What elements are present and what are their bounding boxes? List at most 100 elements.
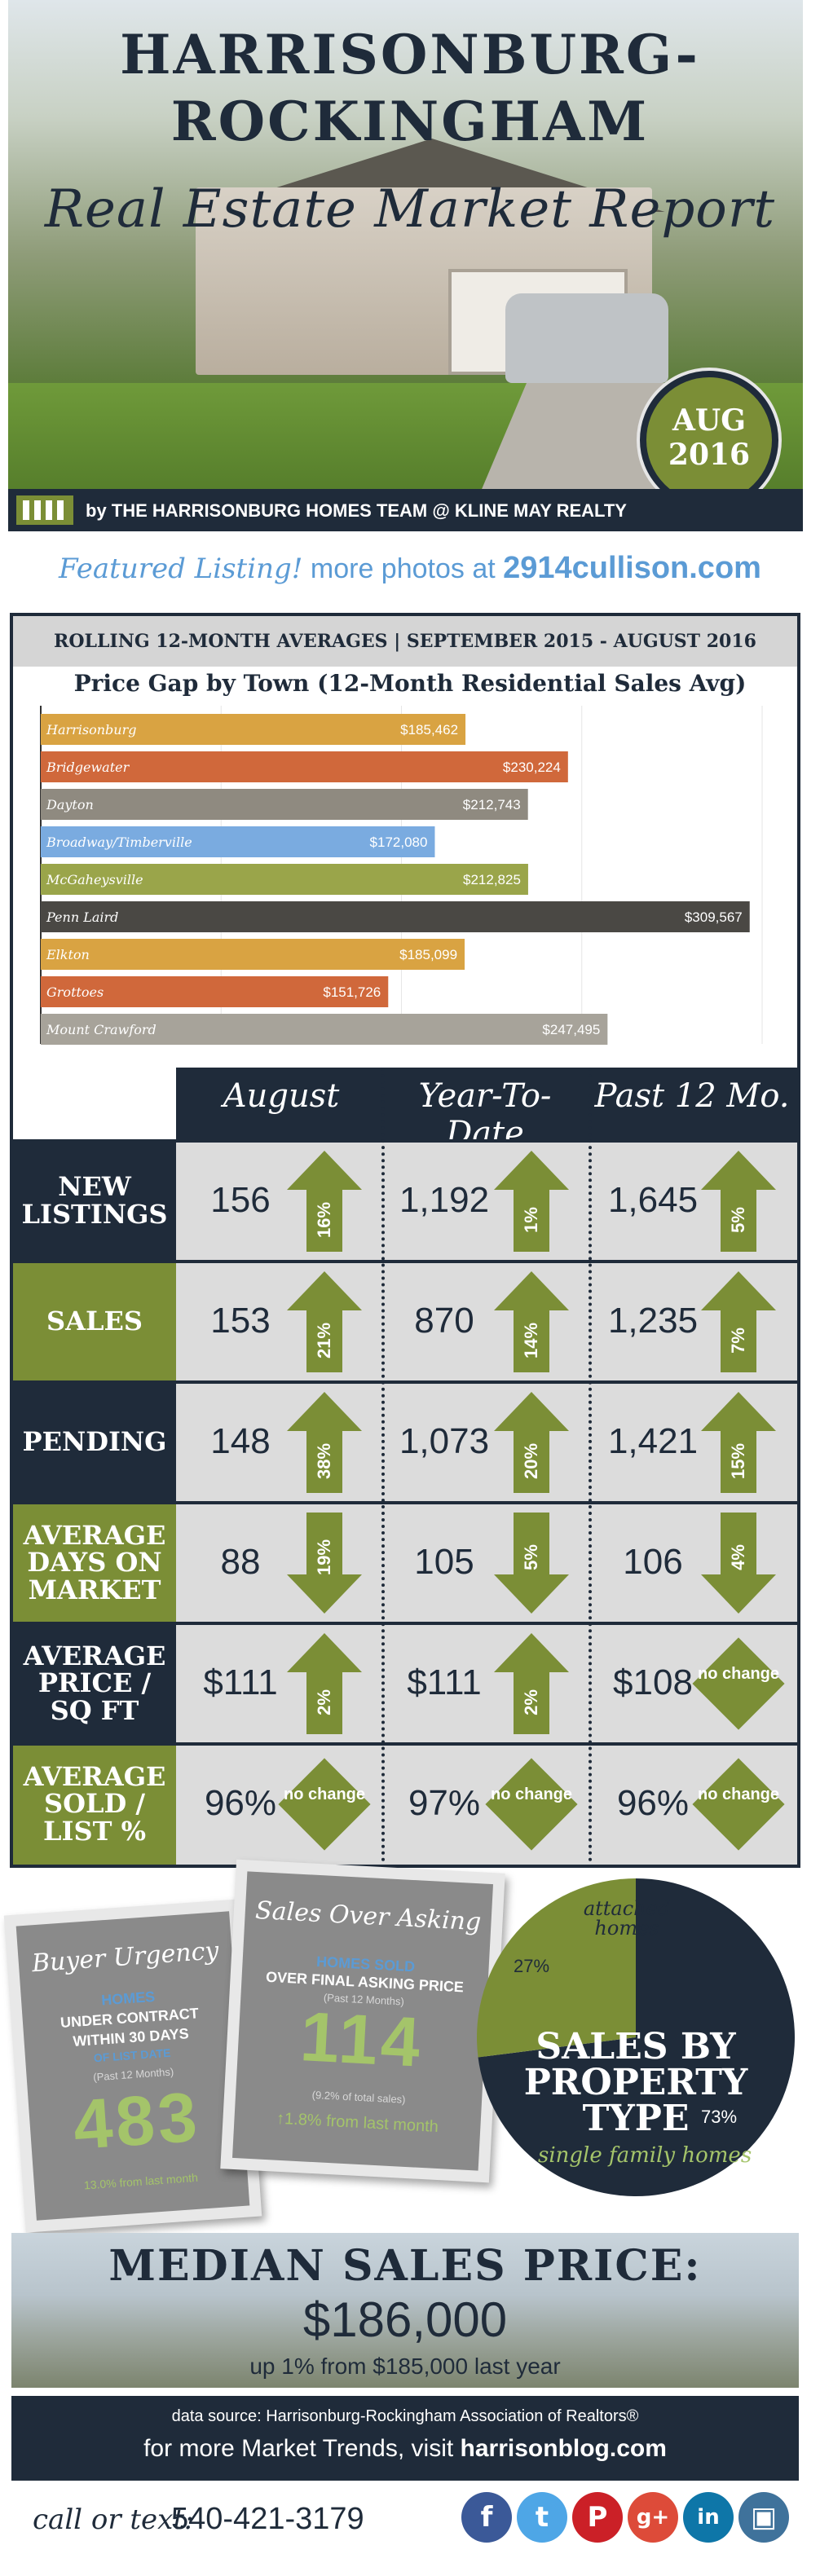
bar-value-label: $185,099 [399, 947, 457, 962]
stat-value: 105 [414, 1542, 474, 1582]
stat-value: $108 [613, 1662, 693, 1702]
bar-label: McGaheysville [46, 872, 143, 887]
pinterest-icon[interactable]: P [572, 2492, 623, 2543]
buyer-urgency-card: Buyer Urgency HOMES UNDER CONTRACT WITHI… [3, 1899, 262, 2233]
median-banner [11, 2233, 799, 2388]
arrow-down-icon [494, 1513, 569, 1614]
col-past12: Past 12 Mo. [594, 1077, 790, 1115]
bar-label: Dayton [46, 797, 94, 812]
facebook-icon[interactable]: f [461, 2492, 512, 2543]
stat-value: 96% [204, 1783, 277, 1823]
byline-text: by THE HARRISONBURG HOMES TEAM @ KLINE M… [86, 500, 627, 521]
featured-middle: more photos at [310, 553, 496, 584]
change-label: 15% [728, 1442, 748, 1480]
pie-slice-attached [477, 1878, 636, 2058]
bar-label: Elkton [46, 947, 90, 962]
row-separator [13, 1260, 797, 1263]
row-separator [13, 1742, 797, 1746]
change-label: 21% [314, 1322, 334, 1359]
change-label: 20% [521, 1442, 541, 1480]
stat-value: 96% [616, 1783, 690, 1823]
bar-mcgaheysville [41, 864, 528, 895]
single-pct: 73% [701, 2107, 738, 2127]
bar-elkton [41, 939, 465, 970]
bar-value-label: $247,495 [542, 1022, 600, 1037]
change-label: 16% [314, 1201, 334, 1239]
change-label: no change [697, 1786, 779, 1803]
row-separator [13, 1501, 797, 1504]
linkedin-icon[interactable]: in [683, 2492, 734, 2543]
bar-mount-crawford [41, 1014, 608, 1045]
change-label: no change [697, 1665, 779, 1683]
stat-value: 153 [210, 1301, 271, 1341]
featured-listing[interactable]: Featured Listing! more photos at 2914cul… [0, 551, 820, 586]
stat-value: 1,421 [607, 1421, 699, 1461]
bar-value-label: $309,567 [685, 909, 743, 925]
arrow-down-icon [287, 1513, 362, 1614]
data-source: data source: Harrisonburg-Rockingham Ass… [171, 2407, 639, 2425]
hero-photo [8, 0, 803, 530]
change-label: no change [283, 1786, 365, 1803]
pie-slice-single-family [478, 1878, 795, 2196]
stat-value: 1,235 [607, 1301, 699, 1341]
stat-value: 97% [408, 1783, 481, 1823]
change-label: 19% [314, 1539, 334, 1576]
price-gap-chart: Harrisonburg $185,462 Bridgewater $230,224 D… [40, 706, 763, 1045]
fence-logo-icon [16, 495, 73, 525]
arrow-up-icon [701, 1392, 776, 1493]
bar-grottoes [41, 976, 389, 1007]
phone-number[interactable]: 540-421-3179 [171, 2502, 364, 2536]
title-line-2: ROCKINGHAM [170, 90, 650, 153]
arrow-up-icon [494, 1271, 569, 1372]
buyer-urgency-title: Buyer Urgency [30, 1936, 220, 1979]
bar-harrisonburg [41, 714, 466, 745]
single-label: single family homes [538, 2143, 752, 2168]
arrow-up-icon [494, 1633, 569, 1734]
row-background [176, 1141, 797, 1262]
change-label: 5% [728, 1207, 748, 1233]
bar-penn-laird [41, 901, 750, 932]
badge-month: AUG [672, 403, 747, 438]
column-divider [589, 1068, 592, 1862]
chart-title: Price Gap by Town (12-Month Residential … [73, 670, 747, 697]
title-line-1: HARRISONBURG- [120, 23, 700, 86]
property-type-pie [477, 1878, 795, 2196]
stat-value: 1,192 [399, 1180, 490, 1220]
bar-dayton [41, 789, 528, 820]
bar-label: Grottoes [46, 984, 104, 1000]
row-background [176, 1262, 797, 1382]
call-label: call or text: [33, 2503, 194, 2536]
stat-value: $111 [407, 1662, 482, 1702]
bar-bridgewater [41, 751, 568, 782]
buyer-urgency-foot: 13.0% from last month [83, 2170, 199, 2192]
row-background [176, 1503, 797, 1623]
attached-pct: 27% [514, 1956, 550, 1976]
row-separator [13, 1380, 797, 1384]
bar-value-label: $212,825 [463, 872, 521, 887]
col-ytd: Year-To-Date [418, 1077, 552, 1152]
twitter-icon[interactable]: t [517, 2492, 567, 2543]
googleplus-icon[interactable]: g+ [628, 2492, 678, 2543]
row-label: NEW LISTINGS [13, 1141, 176, 1262]
trends-line[interactable]: for more Market Trends, visit harrisonbl… [143, 2435, 667, 2462]
bar-value-label: $212,743 [463, 797, 521, 812]
stat-value: 148 [210, 1421, 271, 1461]
buyer-urgency-value: 483 [70, 2077, 203, 2165]
bar-value-label: $230,224 [503, 760, 561, 775]
instagram-icon[interactable]: ▣ [738, 2492, 789, 2543]
sales-over-asking-foot: ↑1.8% from last month [276, 2109, 439, 2137]
featured-link[interactable]: 2914cullison.com [503, 551, 761, 585]
row-label: SALES [13, 1262, 176, 1382]
change-label: 5% [521, 1544, 541, 1570]
median-title: MEDIAN SALES PRICE: [108, 2241, 702, 2291]
blog-link[interactable]: harrisonblog.com [460, 2435, 667, 2462]
change-label: no change [490, 1786, 572, 1803]
sales-over-asking-value: 114 [298, 1997, 425, 2082]
change-label: 14% [521, 1322, 541, 1359]
row-label: PENDING [13, 1382, 176, 1503]
change-label: 2% [521, 1689, 541, 1715]
col-august: August [223, 1077, 340, 1115]
arrow-up-icon [287, 1392, 362, 1493]
sales-over-asking-card: Sales Over Asking HOMES SOLD OVER FINAL … [220, 1859, 505, 2183]
arrow-down-icon [701, 1513, 776, 1614]
